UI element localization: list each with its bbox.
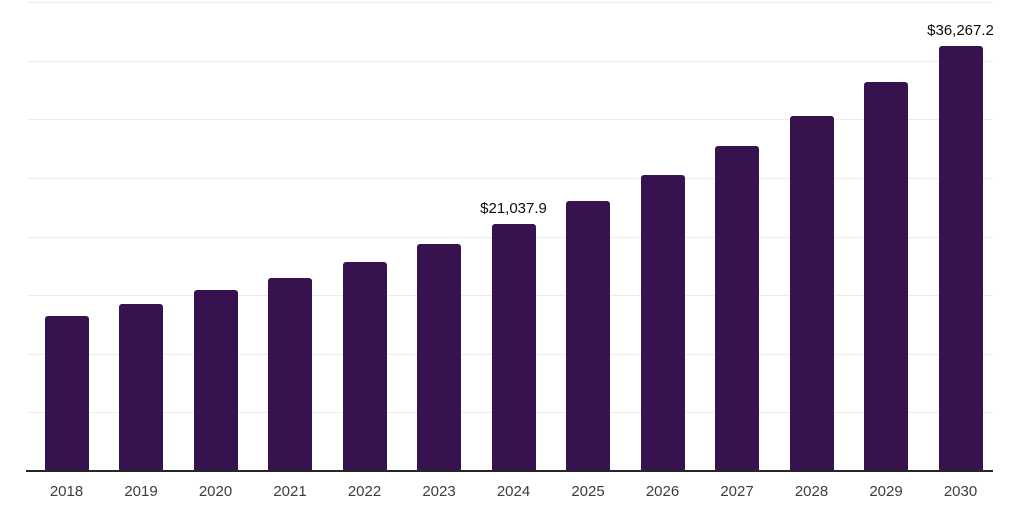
x-tick-2024: 2024: [496, 483, 531, 500]
x-tick-2026: 2026: [645, 483, 680, 500]
x-tick-2019: 2019: [124, 483, 158, 500]
x-tick-2021: 2021: [273, 483, 307, 500]
x-tick-2020: 2020: [198, 483, 233, 500]
bar-2018: [44, 316, 89, 471]
x-tick-2027: 2027: [720, 483, 754, 500]
value-label-2030: $36,267.2: [927, 21, 994, 39]
bar-2025: [566, 200, 610, 471]
bar-2020: [193, 290, 238, 471]
bar-2021: [268, 278, 312, 471]
x-tick-2025: 2025: [571, 483, 605, 500]
gridline: [28, 119, 993, 121]
x-tick-2018: 2018: [49, 483, 84, 500]
x-tick-2029: 2029: [869, 483, 903, 500]
gridline: [28, 177, 993, 179]
x-tick-2028: 2028: [794, 483, 829, 500]
gridline: [28, 60, 993, 62]
bar-2028: [789, 116, 834, 471]
value-label-2024: $21,037.9: [480, 200, 547, 218]
x-tick-2023: 2023: [422, 483, 456, 500]
bar-2029: [864, 81, 908, 471]
x-tick-2022: 2022: [347, 483, 382, 500]
plot-area: $21,037.9 $36,267.2: [26, 2, 994, 471]
x-tick-2030: 2030: [943, 483, 978, 500]
bar-2023: [417, 243, 461, 471]
x-axis-line: [26, 470, 993, 472]
gridline: [28, 2, 993, 3]
bar-2026: [640, 174, 685, 471]
bar-2024: [491, 224, 536, 471]
bar-2030: [938, 45, 983, 471]
bar-2027: [715, 145, 759, 471]
bar-2022: [342, 261, 387, 471]
bar-2019: [119, 303, 163, 471]
